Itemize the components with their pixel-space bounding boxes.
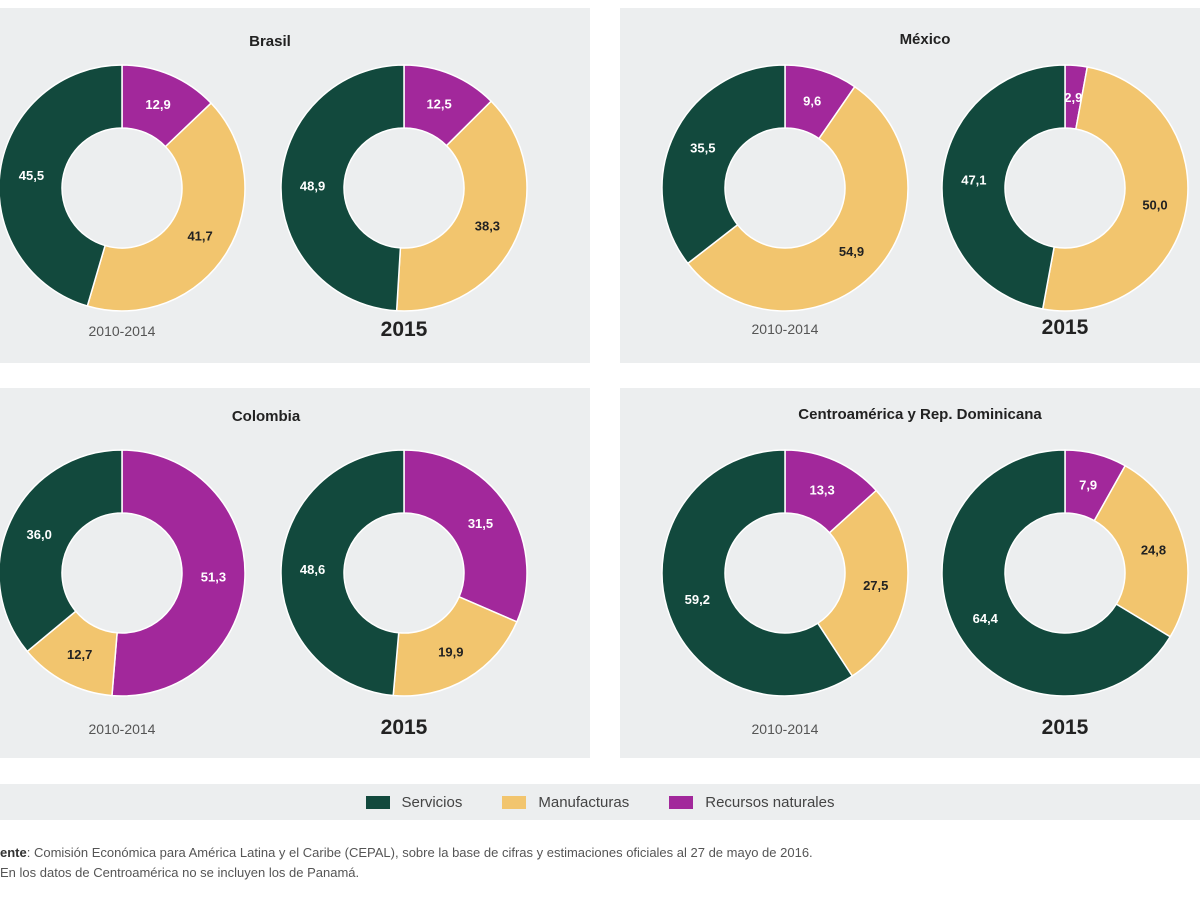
value-label-centroamerica-y-rep-dominicana-2015-servicios: 64,4	[973, 611, 999, 626]
footnote-source-text: : Comisión Económica para América Latina…	[26, 845, 813, 860]
period-label-brasil-2015: 2015	[381, 318, 428, 341]
slice-mexico-2010-2014-manufacturas	[686, 85, 909, 312]
legend-item-manufacturas: Manufacturas	[502, 794, 629, 811]
period-label-mexico-2015: 2015	[1042, 316, 1089, 339]
slice-centroamerica-y-rep-dominicana-2010-2014-manufacturas	[816, 489, 909, 678]
slice-colombia-2015-recursos-naturales	[403, 449, 528, 623]
value-label-colombia-2015-recursos-naturales: 31,5	[468, 516, 493, 531]
legend-swatch-manufacturas	[502, 795, 527, 809]
value-label-mexico-2015-recursos-naturales: 2,9	[1064, 90, 1082, 105]
legend-label-servicios: Servicios	[401, 793, 463, 811]
slice-centroamerica-y-rep-dominicana-2015-manufacturas	[1093, 464, 1189, 638]
value-label-brasil-2015-recursos-naturales: 12,5	[426, 97, 451, 112]
value-label-colombia-2015-manufacturas: 19,9	[438, 645, 463, 660]
slice-centroamerica-y-rep-dominicana-2010-2014-servicios	[661, 449, 854, 697]
donut-pair-centroamerica: Centroamérica y Rep. Dominicana 13,3 27,5 5…	[661, 406, 1189, 739]
slice-colombia-2010-2014-recursos-naturales	[111, 449, 246, 697]
footnote-line-1: ente: Comisión Económica para América La…	[0, 843, 1195, 863]
donut-pair-colombia: Colombia 51,3 12,7 36,0 2010-2014 31,5 19,9 48,…	[0, 408, 528, 739]
value-label-centroamerica-y-rep-dominicana-2010-2014-servicios: 59,2	[685, 592, 710, 607]
slice-colombia-2015-servicios	[280, 449, 405, 697]
slice-colombia-2010-2014-servicios	[0, 449, 123, 653]
slice-mexico-2015-manufacturas	[1041, 66, 1189, 312]
value-label-brasil-2010-2014-manufacturas: 41,7	[187, 229, 212, 244]
panel-mexico: México 9,6 54,9 35,5 2010-2014 2,9 50,0 47,1 201…	[620, 8, 1200, 363]
value-label-centroamerica-y-rep-dominicana-2010-2014-recursos-naturales: 13,3	[809, 482, 834, 497]
chart-title-centroamerica-y-rep-dominicana: Centroamérica y Rep. Dominicana	[798, 406, 1042, 423]
slice-brasil-2010-2014-servicios	[0, 64, 123, 307]
value-label-brasil-2015-servicios: 48,9	[300, 178, 325, 193]
value-label-mexico-2015-manufacturas: 50,0	[1142, 198, 1167, 213]
value-label-mexico-2010-2014-recursos-naturales: 9,6	[803, 94, 821, 109]
value-label-colombia-2010-2014-recursos-naturales: 51,3	[201, 570, 226, 585]
chart-title-colombia: Colombia	[232, 408, 301, 425]
value-label-centroamerica-y-rep-dominicana-2010-2014-manufacturas: 27,5	[863, 578, 888, 593]
value-label-centroamerica-y-rep-dominicana-2015-recursos-naturales: 7,9	[1079, 477, 1097, 492]
slice-mexico-2010-2014-servicios	[661, 64, 786, 265]
donut-pair-brasil: Brasil 12,9 41,7 45,5 2010-2014 12,5 38,3 48,9 2…	[0, 33, 528, 341]
slice-centroamerica-y-rep-dominicana-2015-servicios	[941, 449, 1172, 697]
footnote-source-label: ente	[0, 845, 27, 860]
panel-centroamerica: Centroamérica y Rep. Dominicana 13,3 27,5 5…	[620, 388, 1200, 758]
legend-swatch-servicios	[365, 795, 390, 809]
period-label-centroamerica-y-rep-dominicana-2010-2014: 2010-2014	[752, 721, 819, 737]
period-label-colombia-2010-2014: 2010-2014	[89, 721, 156, 737]
value-label-centroamerica-y-rep-dominicana-2015-manufacturas: 24,8	[1141, 543, 1166, 558]
legend-item-recursos-naturales: Recursos naturales	[669, 794, 834, 811]
panel-brasil: Brasil 12,9 41,7 45,5 2010-2014 12,5 38,3 48,9 2…	[0, 8, 590, 363]
slice-colombia-2015-manufacturas	[392, 595, 518, 697]
value-label-mexico-2015-servicios: 47,1	[961, 173, 986, 188]
value-label-brasil-2010-2014-recursos-naturales: 12,9	[145, 97, 170, 112]
legend-label-recursos-naturales: Recursos naturales	[705, 793, 835, 811]
value-label-mexico-2010-2014-servicios: 35,5	[690, 141, 715, 156]
period-label-colombia-2015: 2015	[381, 716, 428, 739]
chart-title-brasil: Brasil	[249, 33, 291, 50]
donut-pair-mexico: México 9,6 54,9 35,5 2010-2014 2,9 50,0 47,1 201…	[661, 31, 1189, 339]
value-label-brasil-2010-2014-servicios: 45,5	[19, 168, 44, 183]
legend-label-manufacturas: Manufacturas	[538, 793, 630, 811]
chart-title-mexico: México	[900, 31, 951, 48]
panel-colombia: Colombia 51,3 12,7 36,0 2010-2014 31,5 19,9 48,…	[0, 388, 590, 758]
slice-brasil-2010-2014-manufacturas	[86, 102, 246, 312]
legend-item-servicios: Servicios	[365, 793, 463, 811]
value-label-colombia-2015-servicios: 48,6	[300, 562, 325, 577]
value-label-colombia-2010-2014-servicios: 36,0	[27, 527, 52, 542]
footnote-line-2: En los datos de Centroamérica no se incl…	[0, 865, 360, 880]
slice-mexico-2015-servicios	[941, 64, 1066, 310]
legend: Servicios Manufacturas Recursos naturale…	[0, 784, 1200, 820]
period-label-mexico-2010-2014: 2010-2014	[752, 321, 819, 337]
value-label-colombia-2010-2014-manufacturas: 12,7	[67, 647, 92, 662]
source-footnote: ente: Comisión Económica para América La…	[0, 843, 1195, 883]
slice-brasil-2015-manufacturas	[395, 100, 528, 312]
period-label-brasil-2010-2014: 2010-2014	[89, 323, 156, 339]
value-label-mexico-2010-2014-manufacturas: 54,9	[839, 244, 864, 259]
value-label-brasil-2015-manufacturas: 38,3	[475, 219, 500, 234]
slice-brasil-2015-servicios	[280, 64, 405, 312]
period-label-centroamerica-y-rep-dominicana-2015: 2015	[1042, 716, 1089, 739]
legend-swatch-recursos-naturales	[669, 795, 694, 809]
